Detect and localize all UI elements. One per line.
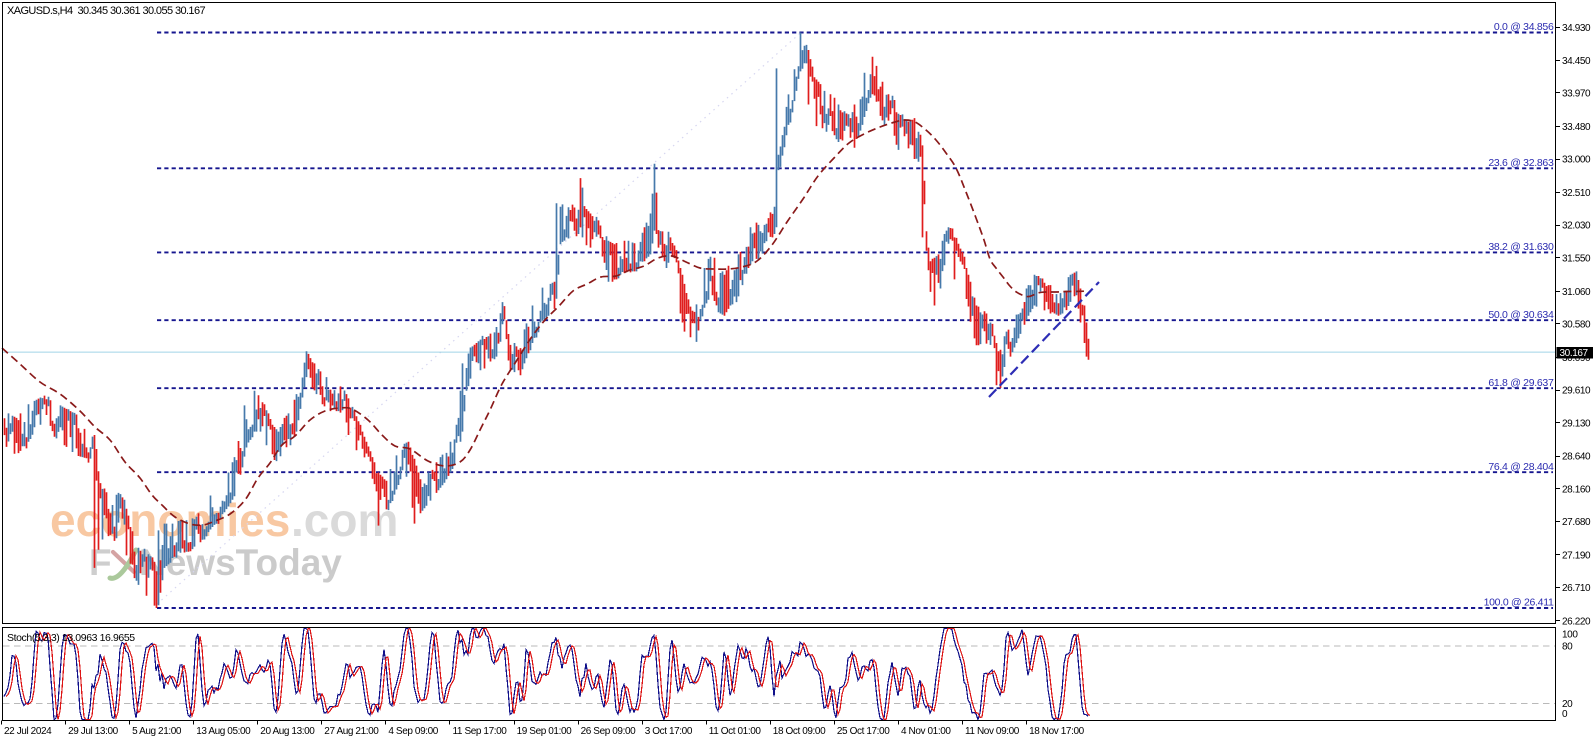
svg-text:11 Nov 09:00: 11 Nov 09:00 (965, 726, 1020, 737)
svg-text:100.0 @ 26.411: 100.0 @ 26.411 (1484, 597, 1554, 609)
svg-text:31.060: 31.060 (1562, 287, 1591, 298)
svg-text:34.930: 34.930 (1562, 23, 1591, 34)
svg-text:26.220: 26.220 (1562, 617, 1591, 628)
svg-text:20: 20 (1562, 699, 1573, 710)
svg-text:26 Sep 09:00: 26 Sep 09:00 (581, 726, 637, 737)
svg-text:27 Aug 21:00: 27 Aug 21:00 (324, 726, 379, 737)
svg-text:30.580: 30.580 (1562, 320, 1591, 331)
svg-text:20 Aug 13:00: 20 Aug 13:00 (260, 726, 315, 737)
svg-text:32.030: 32.030 (1562, 221, 1591, 232)
svg-text:34.450: 34.450 (1562, 56, 1591, 67)
svg-text:22 Jul 2024: 22 Jul 2024 (4, 726, 52, 737)
svg-text:26.710: 26.710 (1562, 583, 1591, 594)
svg-text:Stoch(5,3,3) 13.0963 16.9655: Stoch(5,3,3) 13.0963 16.9655 (7, 632, 135, 644)
svg-text:3 Oct 17:00: 3 Oct 17:00 (645, 726, 693, 737)
svg-text:18 Oct 09:00: 18 Oct 09:00 (773, 726, 826, 737)
svg-text:29.130: 29.130 (1562, 418, 1591, 429)
svg-text:27.190: 27.190 (1562, 551, 1591, 562)
svg-text:.com: .com (291, 494, 398, 546)
svg-text:13 Aug 05:00: 13 Aug 05:00 (196, 726, 251, 737)
svg-text:80: 80 (1562, 642, 1573, 653)
svg-text:30.167: 30.167 (1560, 348, 1589, 359)
svg-text:4 Nov 01:00: 4 Nov 01:00 (901, 726, 951, 737)
svg-text:27.680: 27.680 (1562, 517, 1591, 528)
svg-text:29 Jul 13:00: 29 Jul 13:00 (68, 726, 119, 737)
svg-text:33.000: 33.000 (1562, 155, 1591, 166)
svg-text:50.0 @ 30.634: 50.0 @ 30.634 (1488, 309, 1554, 321)
svg-text:28.640: 28.640 (1562, 452, 1591, 463)
svg-text:28.160: 28.160 (1562, 484, 1591, 495)
svg-text:31.550: 31.550 (1562, 253, 1591, 264)
svg-text:NewsToday: NewsToday (139, 542, 342, 583)
svg-text:100: 100 (1562, 629, 1578, 640)
svg-text:19 Sep 01:00: 19 Sep 01:00 (517, 726, 573, 737)
svg-text:11 Sep 17:00: 11 Sep 17:00 (453, 726, 508, 737)
svg-text:32.510: 32.510 (1562, 188, 1591, 199)
svg-text:4 Sep 09:00: 4 Sep 09:00 (388, 726, 438, 737)
svg-text:18 Nov 17:00: 18 Nov 17:00 (1029, 726, 1085, 737)
svg-text:38.2 @ 31.630: 38.2 @ 31.630 (1488, 241, 1554, 253)
svg-text:0: 0 (1562, 709, 1568, 720)
svg-text:23.6 @ 32.863: 23.6 @ 32.863 (1488, 157, 1554, 169)
svg-text:76.4 @ 28.404: 76.4 @ 28.404 (1488, 461, 1554, 473)
svg-text:61.8 @ 29.637: 61.8 @ 29.637 (1488, 377, 1554, 389)
svg-text:29.610: 29.610 (1562, 386, 1591, 397)
svg-text:33.970: 33.970 (1562, 89, 1591, 100)
svg-text:0.0 @ 34.856: 0.0 @ 34.856 (1494, 21, 1554, 33)
svg-text:XAGUSD.s,H4 30.345 30.361 30.: XAGUSD.s,H4 30.345 30.361 30.055 30.167 (7, 5, 205, 17)
svg-text:33.480: 33.480 (1562, 122, 1591, 133)
svg-text:11 Oct 01:00: 11 Oct 01:00 (709, 726, 762, 737)
svg-text:25 Oct 17:00: 25 Oct 17:00 (837, 726, 890, 737)
svg-text:5 Aug 21:00: 5 Aug 21:00 (132, 726, 182, 737)
